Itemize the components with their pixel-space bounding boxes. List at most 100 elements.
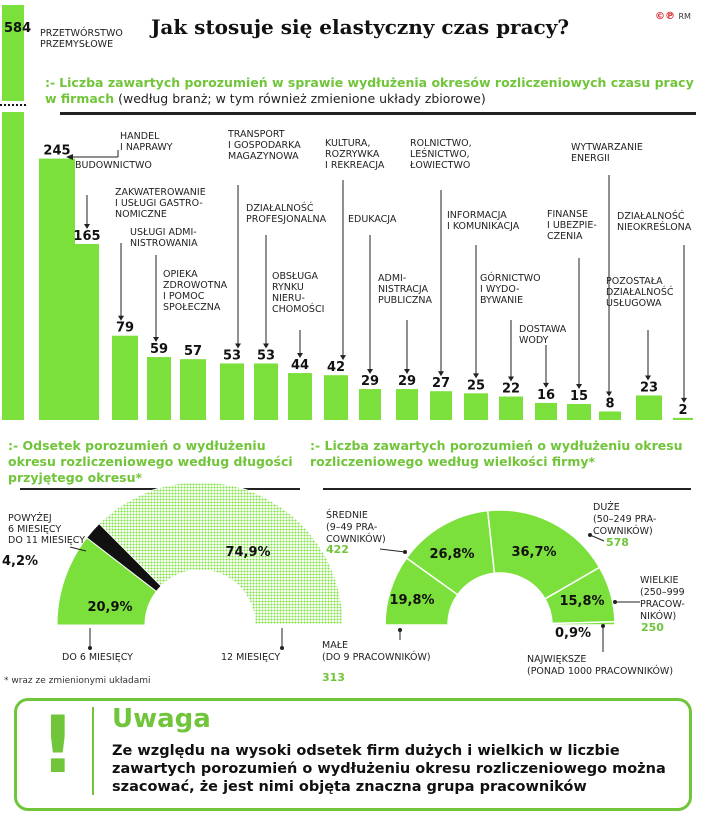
- exclamation-icon: !: [40, 701, 76, 791]
- pie-slice-value: 74,9%: [225, 545, 270, 560]
- pie-slice: [486, 509, 601, 600]
- bar-category-label-line: NOMICZNE: [115, 209, 167, 220]
- bar-category-label: DZIAŁALNOŚĆ NIEOKREŚLONA: [617, 210, 692, 233]
- bar-category-label-line: HANDEL: [120, 131, 160, 142]
- bar-category-label-line: FINANSE: [547, 209, 588, 220]
- leader-arrow: [235, 343, 241, 349]
- bar-category-label-line: NISTRACJA: [378, 284, 429, 295]
- pie-chart-period: 20,9% 4,2% 74,9% DO 6 MIESIĘCY POWYŻEJ 6 MIES…: [2, 481, 344, 663]
- note-text: Ze względu na wysoki odsetek firm dużych…: [112, 743, 666, 795]
- leader-arrow: [576, 383, 582, 389]
- bar-value-label: 15: [570, 389, 588, 404]
- heading-marker: :-: [310, 438, 321, 453]
- bar: [359, 389, 381, 420]
- pie-slice-label-line: (PONAD 1000 PRACOWNIKÓW): [527, 665, 673, 677]
- bar: [499, 396, 523, 420]
- bar: [254, 363, 278, 420]
- bar-value-label: 59: [150, 342, 168, 357]
- bar-value-label: 584: [4, 21, 31, 36]
- bar-category-label-line: NIERU-: [272, 293, 305, 304]
- leader-arrow: [118, 315, 124, 321]
- bar-category-label-line: PRZEMYSŁOWE: [40, 39, 113, 50]
- pie-slice-label-line: COWNIKÓW): [593, 525, 653, 537]
- heading-marker: :-: [45, 75, 56, 90]
- bar-category-label-line: SPOŁECZNA: [163, 302, 221, 313]
- page-title: Jak stosuje się elastyczny czas pracy?: [150, 15, 570, 39]
- bar-value-label: 29: [361, 374, 379, 389]
- pie-slice-label: DO 6 MIESIĘCY: [62, 652, 133, 663]
- pie-slice-label-line: 6 MIESIĘCY: [8, 524, 61, 535]
- bar-category-label: FINANSE I UBEZPIE-CZENIA: [547, 209, 597, 242]
- pie-slice-label: MAŁE (DO 9 PRACOWNIKÓW): [322, 640, 431, 663]
- bar: [636, 395, 662, 420]
- heading-rule: [323, 488, 691, 490]
- leader-dot: [588, 533, 592, 537]
- bar-category-label: HANDEL I NAPRAWY: [120, 131, 173, 153]
- bar-category-label-line: DOSTAWA: [519, 324, 567, 335]
- bar-category-label-line: ADMI-: [378, 273, 406, 284]
- note-title: Uwaga: [112, 704, 211, 734]
- bar-category-label: POZOSTAŁA DZIAŁALNOŚĆ USŁUGOWA: [606, 276, 674, 309]
- leader-arrow: [438, 371, 444, 377]
- bar: [535, 402, 557, 420]
- pie-slice-label-line: (50–249 PRA-: [593, 514, 656, 525]
- bar-category-label-line: WODY: [519, 335, 549, 346]
- leader-dot: [88, 646, 92, 650]
- pie-slice: [98, 481, 344, 626]
- leader-arrow: [645, 375, 651, 381]
- bar-category-label: DZIAŁALNOŚĆ PROFESJONALNA: [246, 202, 327, 225]
- leader-arrow: [606, 391, 612, 397]
- bar-category-label: USŁUGI ADMI-NISTROWANIA: [130, 227, 198, 249]
- copyright-icon: ©℗: [655, 11, 675, 22]
- bar-category-label: ZAKWATEROWANIE I USŁUGI GASTRO-NOMICZNE: [115, 187, 206, 220]
- bar-value-label: 53: [257, 348, 275, 363]
- pie-slice-label-line: MAŁE: [322, 640, 348, 651]
- pie-slice-label-line: PRACOW-: [640, 599, 685, 610]
- bar-value-label: 2: [678, 403, 687, 418]
- bar-category-label-line: OBSŁUGA: [272, 271, 319, 282]
- bar: [147, 357, 171, 420]
- pie-right-title: Liczba zawartych porozumień o wydłużeniu…: [310, 438, 683, 469]
- bar-category-label: KULTURA, ROZRYWKA I REKREACJA: [325, 138, 385, 171]
- leader-arrow: [681, 397, 687, 403]
- bar-category-label-line: DZIAŁALNOŚĆ: [606, 286, 674, 298]
- bar: [39, 158, 75, 420]
- bar-category-label-line: ROZRYWKA: [325, 149, 380, 160]
- bar-category-label-line: KULTURA,: [325, 138, 370, 149]
- pie-slice-count: 250: [641, 621, 664, 634]
- pie-left-heading: :- Odsetek porozumień o wydłużeniu okres…: [8, 438, 308, 486]
- bar-category-label-line: USŁUGI ADMI-: [130, 227, 197, 238]
- pie-slice-value: 0,9%: [555, 626, 591, 641]
- bar-category-label-line: I GOSPODARKA: [228, 140, 301, 151]
- bar-category-label: EDUKACJA: [348, 214, 397, 225]
- pie-slice-value: 20,9%: [87, 600, 132, 615]
- bar-category-label: OBSŁUGA RYNKU NIERU-CHOMOŚCI: [272, 271, 324, 315]
- bar-category-label-line: PROFESJONALNA: [246, 214, 327, 225]
- pie-slice-label-line: ŚREDNIE: [326, 509, 368, 521]
- pie-slice-label: POWYŻEJ 6 MIESIĘCY DO 11 MIESIĘCY: [8, 513, 85, 546]
- bar-category-label-line: I USŁUGI GASTRO-: [115, 198, 203, 209]
- bar-category-label: TRANSPORT I GOSPODARKA MAGAZYNOWA: [227, 129, 301, 162]
- heading-rule: [60, 112, 696, 115]
- bar: [599, 411, 621, 420]
- bar-break-segment: [2, 5, 24, 101]
- bar-value-label: 53: [223, 348, 241, 363]
- bar-category-label-line: INFORMACJA: [447, 210, 507, 221]
- bar-category-label-line: ZAKWATEROWANIE: [115, 187, 206, 198]
- bar-category-label-line: I UBEZPIE-: [547, 220, 597, 231]
- pie-slice-value: 4,2%: [2, 554, 38, 569]
- bar-category-label-line: RYNKU: [272, 282, 304, 293]
- bar-category-label-line: CZENIA: [547, 231, 583, 242]
- bar-category-label-line: LEŚNICTWO,: [410, 148, 470, 160]
- pie-slice-label: DUŻE (50–249 PRA-COWNIKÓW): [593, 502, 656, 537]
- bar-category-label: INFORMACJA I KOMUNIKACJA: [447, 210, 520, 232]
- bar-category-label-line: I KOMUNIKACJA: [447, 221, 520, 232]
- pie-slice-value: 19,8%: [389, 593, 434, 608]
- leader-line: [589, 534, 605, 542]
- pie-slice-label: NAJWIĘKSZE (PONAD 1000 PRACOWNIKÓW): [527, 654, 673, 677]
- bar-value-label: 44: [291, 358, 309, 373]
- bar-value-label: 25: [467, 378, 485, 393]
- leader-arrow: [153, 337, 159, 343]
- bar-category-label: ROLNICTWO, LEŚNICTWO, ŁOWIECTWO: [409, 138, 472, 171]
- bar-value-label: 42: [327, 360, 345, 375]
